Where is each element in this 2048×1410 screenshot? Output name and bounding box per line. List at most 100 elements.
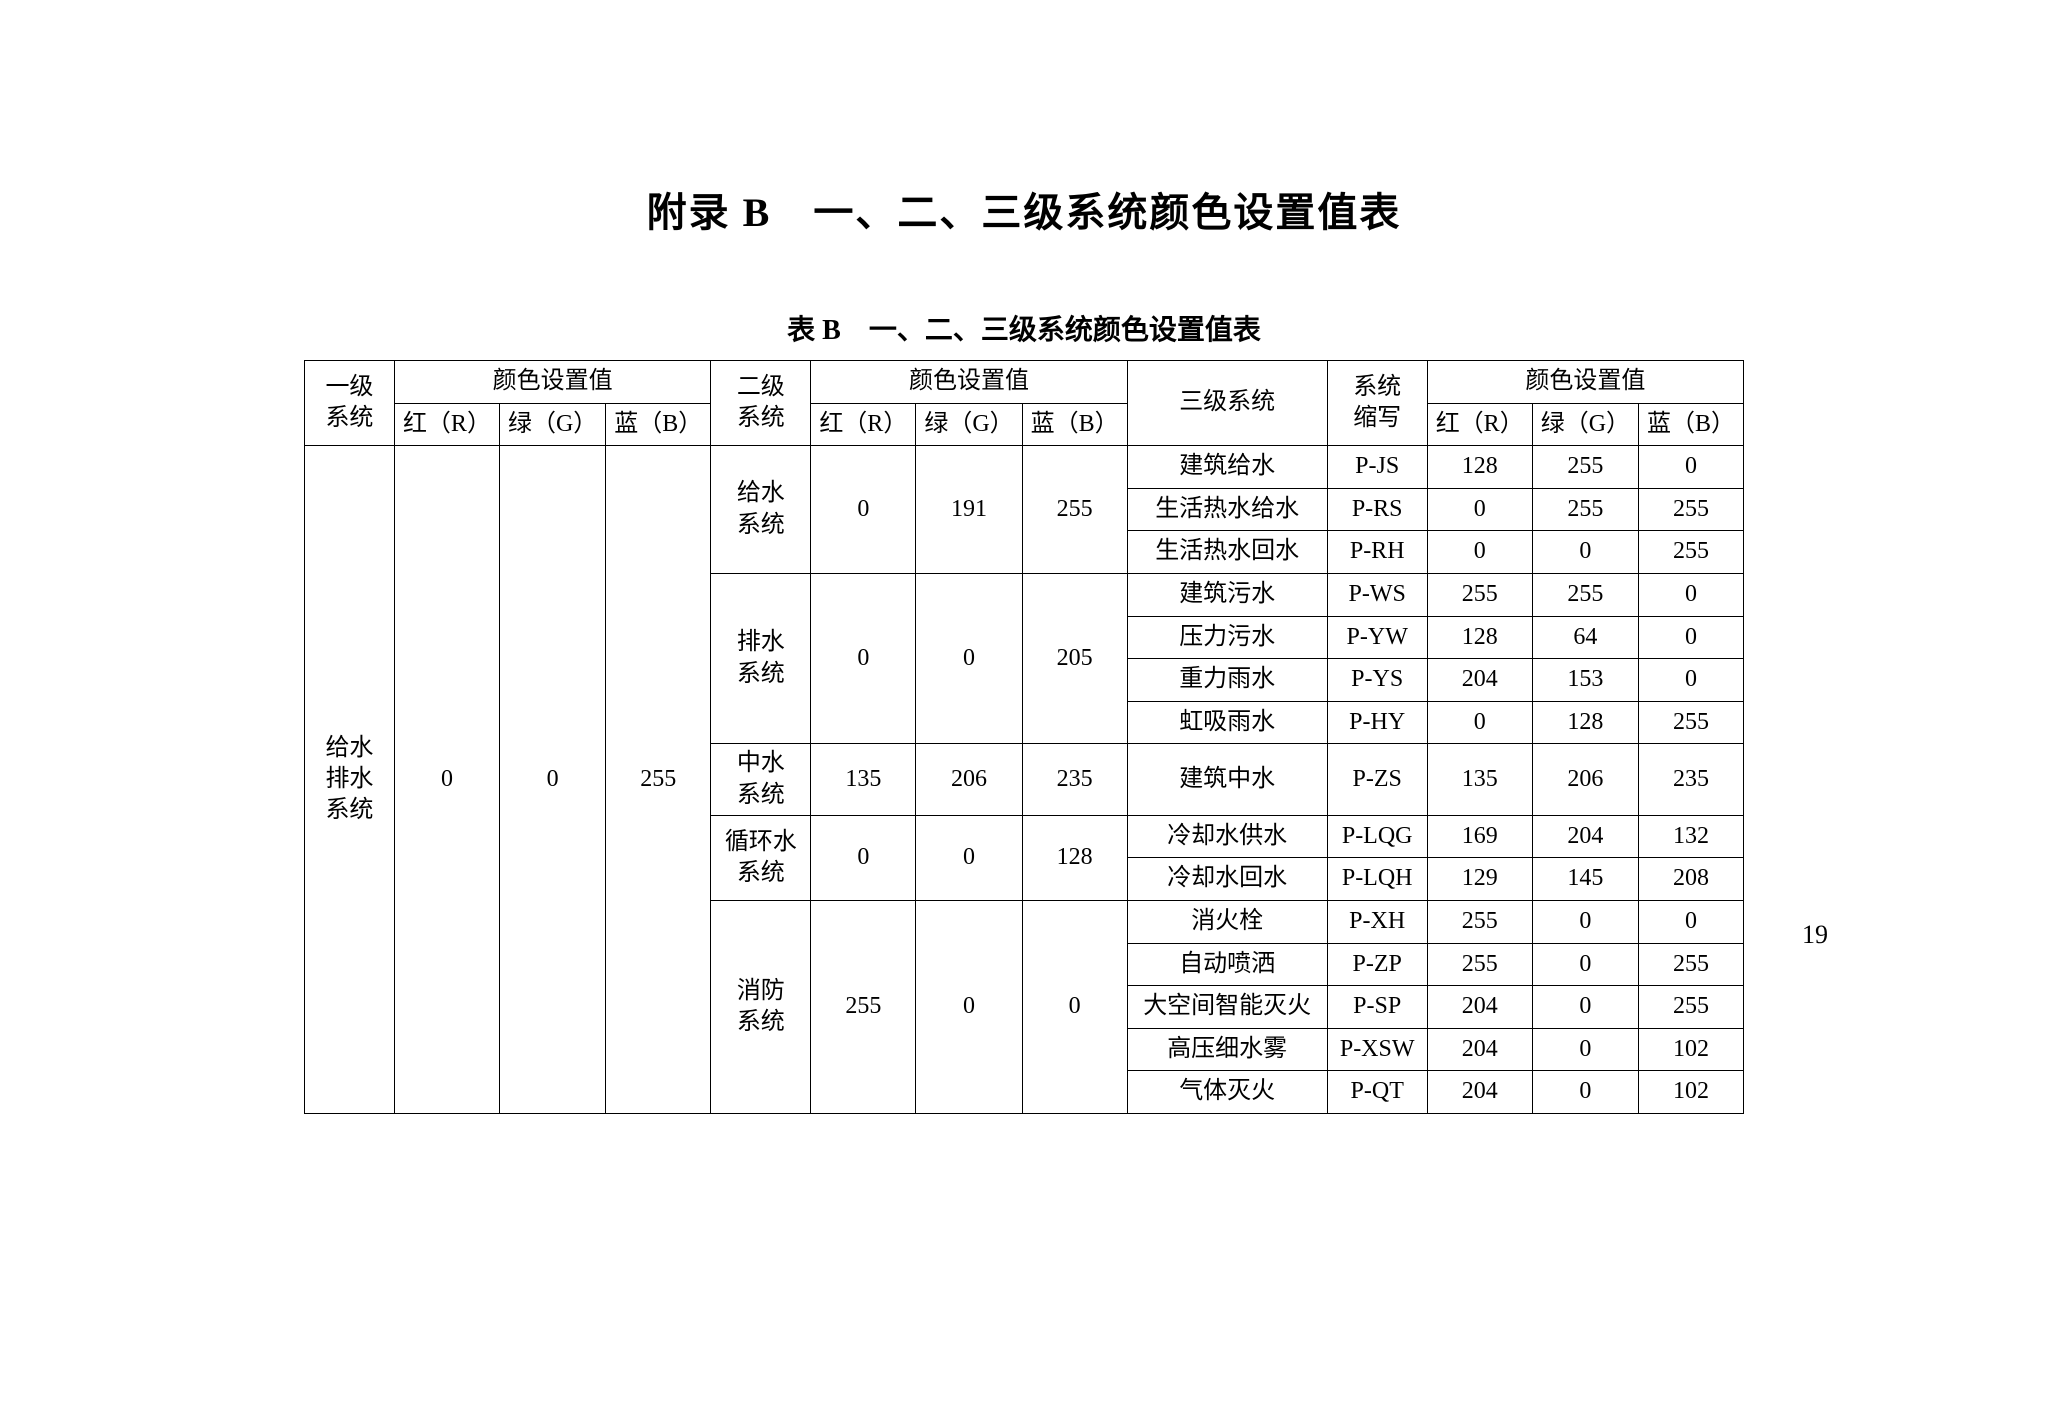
color-table: 一级系统 颜色设置值 二级系统 颜色设置值 三级系统 系统缩写 颜色设置值 红（… xyxy=(304,360,1744,1114)
header-r1: 红（R） xyxy=(394,403,499,446)
l3-cell: 204 xyxy=(1532,815,1638,858)
l3-cell: 高压细水雾 xyxy=(1127,1028,1327,1071)
l3-cell: 102 xyxy=(1639,1028,1744,1071)
l3-cell: 消火栓 xyxy=(1127,900,1327,943)
l2-cell: 排水系统 xyxy=(711,573,811,743)
l2-cell: 0 xyxy=(811,573,916,743)
header-l2: 二级系统 xyxy=(711,361,811,446)
l3-cell: 虹吸雨水 xyxy=(1127,701,1327,744)
header-g2: 绿（G） xyxy=(916,403,1022,446)
l2-cell: 0 xyxy=(811,815,916,900)
header-color3: 颜色设置值 xyxy=(1427,361,1743,404)
l3-cell: 128 xyxy=(1427,446,1532,489)
l3-cell: 208 xyxy=(1639,858,1744,901)
l3-cell: P-LQH xyxy=(1327,858,1427,901)
l3-cell: 建筑中水 xyxy=(1127,744,1327,815)
l3-cell: 生活热水回水 xyxy=(1127,531,1327,574)
l3-cell: 0 xyxy=(1639,900,1744,943)
l3-cell: 压力污水 xyxy=(1127,616,1327,659)
l3-cell: P-WS xyxy=(1327,573,1427,616)
l3-cell: 204 xyxy=(1427,1028,1532,1071)
l1-cell: 0 xyxy=(394,446,499,1114)
l3-cell: 0 xyxy=(1532,986,1638,1029)
l3-cell: 255 xyxy=(1639,488,1744,531)
l3-cell: 0 xyxy=(1639,616,1744,659)
l2-cell: 255 xyxy=(811,900,916,1113)
header-g1: 绿（G） xyxy=(499,403,605,446)
l3-cell: 0 xyxy=(1639,573,1744,616)
main-title: 附录 B 一、二、三级系统颜色设置值表 xyxy=(280,180,1768,238)
l3-cell: 255 xyxy=(1639,943,1744,986)
header-abbr: 系统缩写 xyxy=(1327,361,1427,446)
l3-cell: 64 xyxy=(1532,616,1638,659)
l3-cell: 255 xyxy=(1427,943,1532,986)
l3-cell: 自动喷洒 xyxy=(1127,943,1327,986)
l3-cell: 255 xyxy=(1532,446,1638,489)
l3-cell: P-RH xyxy=(1327,531,1427,574)
l3-cell: 大空间智能灭火 xyxy=(1127,986,1327,1029)
l3-cell: P-SP xyxy=(1327,986,1427,1029)
l2-cell: 206 xyxy=(916,744,1022,815)
table-row: 给水排水系统00255给水系统0191255建筑给水P-JS1282550 xyxy=(304,446,1743,489)
header-r2: 红（R） xyxy=(811,403,916,446)
l3-cell: 255 xyxy=(1427,900,1532,943)
l3-cell: 206 xyxy=(1532,744,1638,815)
l2-cell: 191 xyxy=(916,446,1022,574)
l3-cell: 0 xyxy=(1639,446,1744,489)
table-header: 一级系统 颜色设置值 二级系统 颜色设置值 三级系统 系统缩写 颜色设置值 红（… xyxy=(304,361,1743,446)
header-l3: 三级系统 xyxy=(1127,361,1327,446)
l2-cell: 给水系统 xyxy=(711,446,811,574)
l3-cell: 255 xyxy=(1639,701,1744,744)
l3-cell: 0 xyxy=(1639,659,1744,702)
header-g3: 绿（G） xyxy=(1532,403,1638,446)
l3-cell: 建筑污水 xyxy=(1127,573,1327,616)
l3-cell: P-QT xyxy=(1327,1071,1427,1114)
header-r3: 红（R） xyxy=(1427,403,1532,446)
l3-cell: 0 xyxy=(1532,1071,1638,1114)
l2-cell: 0 xyxy=(916,815,1022,900)
l3-cell: 建筑给水 xyxy=(1127,446,1327,489)
l1-cell: 0 xyxy=(499,446,605,1114)
l3-cell: 135 xyxy=(1427,744,1532,815)
header-color2: 颜色设置值 xyxy=(811,361,1127,404)
l3-cell: P-LQG xyxy=(1327,815,1427,858)
l2-cell: 205 xyxy=(1022,573,1127,743)
header-color1: 颜色设置值 xyxy=(394,361,710,404)
l1-cell: 255 xyxy=(606,446,711,1114)
l3-cell: 128 xyxy=(1532,701,1638,744)
l3-cell: 重力雨水 xyxy=(1127,659,1327,702)
l3-cell: 255 xyxy=(1639,986,1744,1029)
l3-cell: 255 xyxy=(1532,573,1638,616)
l2-cell: 0 xyxy=(1022,900,1127,1113)
l3-cell: 0 xyxy=(1427,488,1532,531)
l3-cell: 204 xyxy=(1427,986,1532,1029)
l3-cell: P-ZP xyxy=(1327,943,1427,986)
l3-cell: P-YS xyxy=(1327,659,1427,702)
sub-title: 表 B 一、二、三级系统颜色设置值表 xyxy=(280,308,1768,348)
l3-cell: P-YW xyxy=(1327,616,1427,659)
header-b1: 蓝（B） xyxy=(606,403,711,446)
l3-cell: 冷却水供水 xyxy=(1127,815,1327,858)
l3-cell: 生活热水给水 xyxy=(1127,488,1327,531)
page-number: 19 xyxy=(1802,920,1828,950)
l3-cell: 145 xyxy=(1532,858,1638,901)
l3-cell: 102 xyxy=(1639,1071,1744,1114)
l3-cell: 255 xyxy=(1427,573,1532,616)
l3-cell: 0 xyxy=(1532,1028,1638,1071)
l3-cell: 169 xyxy=(1427,815,1532,858)
l2-cell: 消防系统 xyxy=(711,900,811,1113)
l3-cell: P-ZS xyxy=(1327,744,1427,815)
l3-cell: 0 xyxy=(1532,531,1638,574)
l2-cell: 128 xyxy=(1022,815,1127,900)
l3-cell: 冷却水回水 xyxy=(1127,858,1327,901)
l3-cell: 0 xyxy=(1532,943,1638,986)
table-body: 给水排水系统00255给水系统0191255建筑给水P-JS1282550生活热… xyxy=(304,446,1743,1114)
l2-cell: 0 xyxy=(811,446,916,574)
l2-cell: 135 xyxy=(811,744,916,815)
l3-cell: 0 xyxy=(1532,900,1638,943)
l1-cell: 给水排水系统 xyxy=(304,446,394,1114)
l3-cell: 204 xyxy=(1427,659,1532,702)
l3-cell: 0 xyxy=(1427,701,1532,744)
document-page: 附录 B 一、二、三级系统颜色设置值表 表 B 一、二、三级系统颜色设置值表 一… xyxy=(0,0,2048,1410)
l2-cell: 0 xyxy=(916,900,1022,1113)
